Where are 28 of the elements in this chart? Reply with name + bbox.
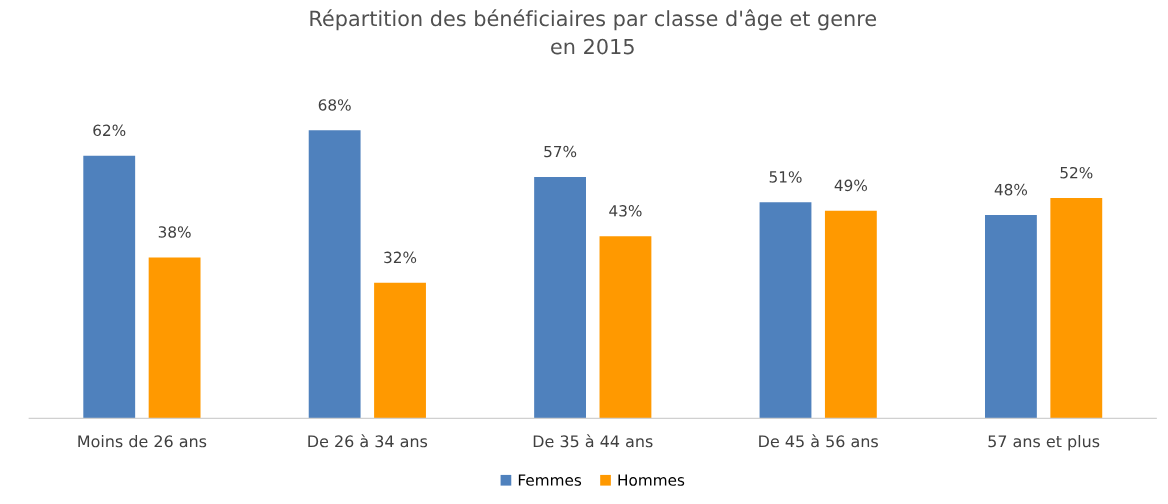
bar [1050, 198, 1103, 419]
bar [985, 215, 1037, 419]
x-tick-label: De 35 à 44 ans [533, 434, 653, 448]
bar [824, 210, 877, 419]
bar [759, 202, 812, 419]
data-label: 68% [318, 99, 351, 111]
bar [308, 130, 361, 419]
data-label: 38% [158, 226, 191, 238]
data-label: 57% [544, 145, 577, 158]
bar [374, 282, 426, 419]
data-label: 49% [834, 179, 868, 192]
data-label: 51% [769, 171, 802, 183]
x-tick-label: De 45 à 56 ans [759, 434, 878, 448]
x-tick-label: Moins de 26 ans [78, 434, 207, 448]
data-label: 48% [994, 183, 1028, 196]
data-label: 62% [93, 124, 126, 137]
x-tick-label: De 26 à 34 ans [308, 434, 428, 448]
data-label: 32% [384, 251, 417, 264]
chart-title: Répartition des bénéficiaires par classe d'âge et genre en 2015 [310, 9, 877, 55]
bar [534, 176, 586, 419]
x-tick-label: 57 ans et plus [988, 434, 1100, 451]
bar [148, 257, 201, 419]
bar [599, 236, 652, 419]
data-label: 52% [1060, 166, 1093, 179]
legend-label: Femmes [518, 474, 582, 486]
bar [83, 155, 136, 419]
data-label: 43% [609, 205, 642, 217]
legend-label: Hommes [618, 474, 685, 486]
